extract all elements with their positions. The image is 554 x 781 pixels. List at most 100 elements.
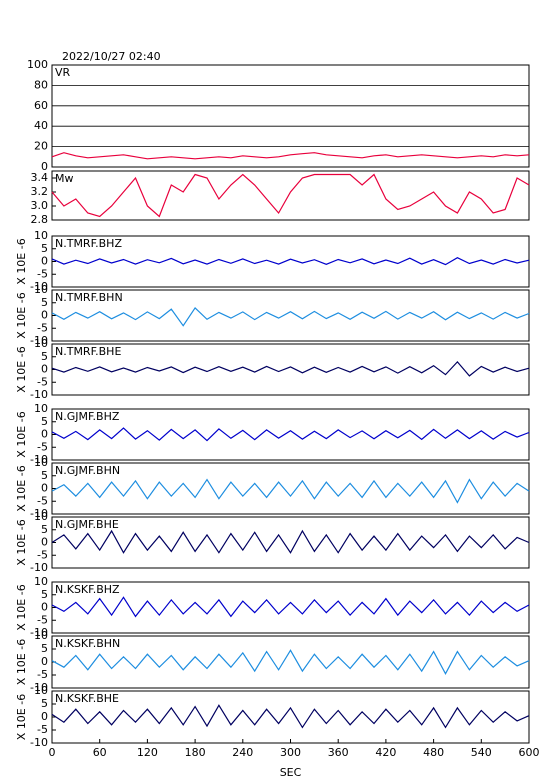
y-tick-label: 0 xyxy=(41,160,48,173)
y-tick-label: 5 xyxy=(41,588,48,601)
trace xyxy=(51,427,530,442)
y-tick-label: 5 xyxy=(41,697,48,710)
y-axis-label: X 10E -6 xyxy=(15,346,28,392)
panel-frame xyxy=(51,289,530,342)
chart-title: 2022/10/27 02:40 xyxy=(62,50,161,63)
x-tick-label: 420 xyxy=(375,746,396,759)
y-tick-label: 5 xyxy=(41,350,48,363)
y-tick-label: -5 xyxy=(37,723,48,736)
panel-label: N.KSKF.BHN xyxy=(55,637,120,650)
panel-frame xyxy=(51,64,530,168)
y-tick-label: 0 xyxy=(41,309,48,322)
y-tick-label: 0 xyxy=(41,482,48,495)
x-tick-label: 300 xyxy=(280,746,301,759)
y-tick-label: 0 xyxy=(41,255,48,268)
y-tick-label: -10 xyxy=(30,453,48,466)
y-tick-label: 3.4 xyxy=(31,171,49,184)
y-tick-label: -5 xyxy=(37,494,48,507)
y-tick-label: 3.0 xyxy=(31,199,49,212)
y-tick-label: 3.2 xyxy=(31,185,49,198)
panel-frame xyxy=(51,408,530,461)
y-axis-label: X 10E -6 xyxy=(15,694,28,740)
y-tick-label: 10 xyxy=(34,510,48,523)
panel-label: N.KSKF.BHE xyxy=(55,692,119,705)
y-tick-label: 5 xyxy=(41,523,48,536)
y-tick-label: 60 xyxy=(34,99,48,112)
y-tick-label: 10 xyxy=(34,229,48,242)
panel-frame xyxy=(51,581,530,634)
y-tick-label: 0 xyxy=(41,536,48,549)
x-tick-label: 120 xyxy=(137,746,158,759)
panel-frame xyxy=(51,635,530,689)
y-tick-label: 0 xyxy=(41,601,48,614)
y-axis-label: X 10E -6 xyxy=(15,292,28,338)
panel-frame xyxy=(51,462,530,515)
panel-frame xyxy=(51,690,530,744)
panel-label: N.KSKF.BHZ xyxy=(55,583,120,596)
trace xyxy=(51,257,530,266)
x-tick-label: 180 xyxy=(185,746,206,759)
panel-label: N.GJMF.BHE xyxy=(55,518,119,531)
x-tick-label: 240 xyxy=(232,746,253,759)
x-tick-label: 360 xyxy=(328,746,349,759)
y-tick-label: 5 xyxy=(41,642,48,655)
y-tick-label: -5 xyxy=(37,321,48,334)
y-tick-label: 10 xyxy=(34,575,48,588)
trace xyxy=(51,649,530,675)
x-tick-label: 600 xyxy=(519,746,540,759)
y-tick-label: -10 xyxy=(30,736,48,749)
y-tick-label: 5 xyxy=(41,296,48,309)
y-tick-label: 80 xyxy=(34,78,48,91)
trace xyxy=(51,152,530,160)
y-tick-label: 10 xyxy=(34,456,48,469)
y-tick-label: 5 xyxy=(41,415,48,428)
y-axis-label: X 10E -6 xyxy=(15,584,28,630)
y-tick-label: -10 xyxy=(30,507,48,520)
y-tick-label: 10 xyxy=(34,337,48,350)
y-tick-label: 20 xyxy=(34,140,48,153)
y-tick-label: 5 xyxy=(41,469,48,482)
panel-label: N.TMRF.BHZ xyxy=(55,237,122,250)
x-tick-label: 480 xyxy=(423,746,444,759)
y-tick-label: -10 xyxy=(30,388,48,401)
trace xyxy=(51,529,530,554)
x-tick-label: 0 xyxy=(49,746,56,759)
panel-frame xyxy=(51,343,530,396)
panel-label: Mw xyxy=(55,172,74,185)
y-tick-label: 0 xyxy=(41,655,48,668)
panel-frame xyxy=(51,235,530,288)
y-tick-label: -5 xyxy=(37,440,48,453)
trace xyxy=(51,478,530,504)
trace xyxy=(51,704,530,729)
trace xyxy=(51,173,530,218)
panel-label: N.GJMF.BHZ xyxy=(55,410,120,423)
y-tick-label: 100 xyxy=(27,58,48,71)
trace xyxy=(51,596,530,618)
y-tick-label: -5 xyxy=(37,613,48,626)
panel-frame xyxy=(51,516,530,569)
y-tick-label: 0 xyxy=(41,710,48,723)
y-tick-label: 10 xyxy=(34,402,48,415)
x-tick-label: 60 xyxy=(93,746,107,759)
y-tick-label: -10 xyxy=(30,280,48,293)
panel-label: N.TMRF.BHE xyxy=(55,345,121,358)
y-axis-label: X 10E -6 xyxy=(15,519,28,565)
y-axis-label: X 10E -6 xyxy=(15,411,28,457)
panel-label: N.TMRF.BHN xyxy=(55,291,123,304)
trace xyxy=(51,306,530,327)
y-tick-label: 40 xyxy=(34,119,48,132)
y-tick-label: 10 xyxy=(34,283,48,296)
y-axis-label: X 10E -6 xyxy=(15,238,28,284)
y-tick-label: -5 xyxy=(37,548,48,561)
panel-frame xyxy=(51,170,530,221)
x-tick-label: 540 xyxy=(471,746,492,759)
y-tick-label: 5 xyxy=(41,242,48,255)
y-tick-label: -5 xyxy=(37,668,48,681)
y-axis-label: X 10E -6 xyxy=(15,465,28,511)
y-tick-label: 0 xyxy=(41,363,48,376)
y-tick-label: 10 xyxy=(34,629,48,642)
y-tick-label: 10 xyxy=(34,684,48,697)
trace xyxy=(51,361,530,377)
x-axis-label: SEC xyxy=(280,766,302,779)
